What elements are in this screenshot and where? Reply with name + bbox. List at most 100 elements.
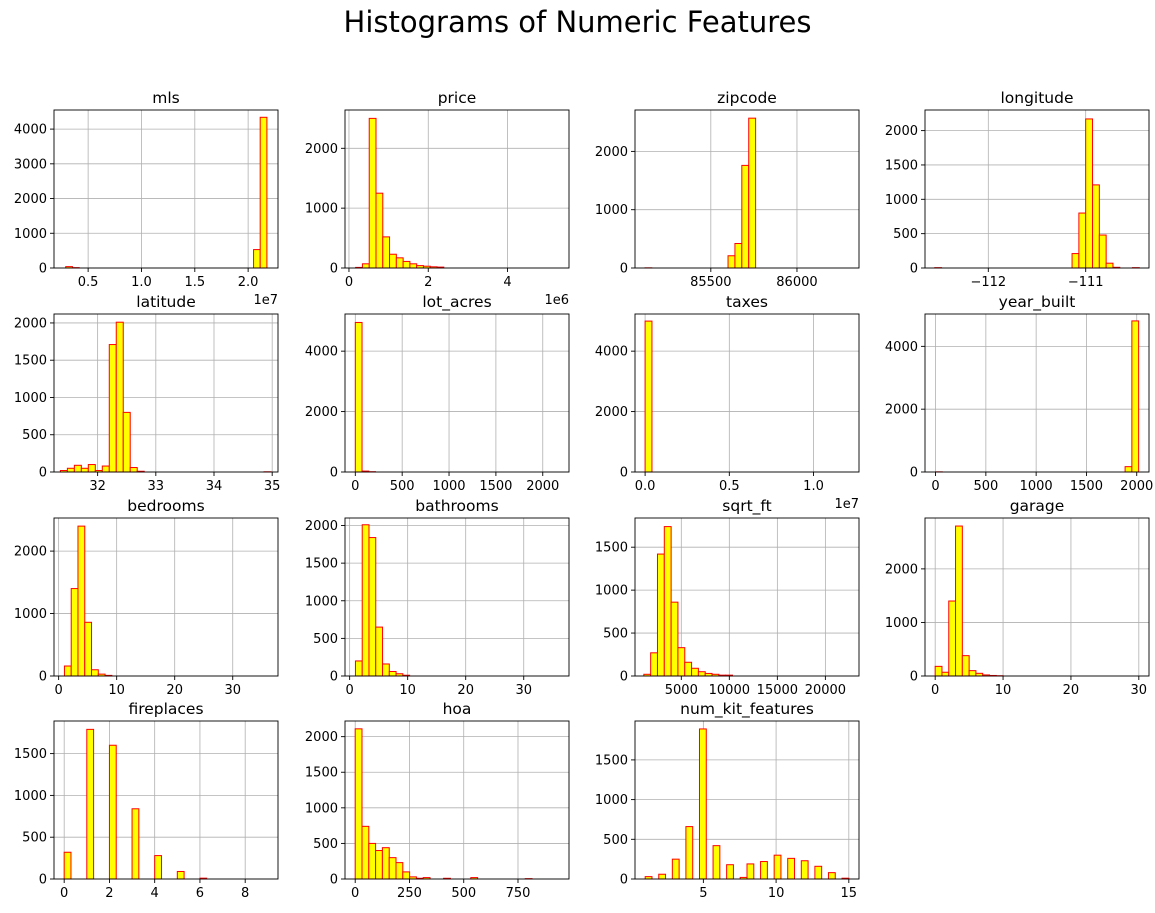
subplot-latitude: 32 33 34 35 0 500 1000 1500 2000 latitude bbox=[14, 293, 281, 494]
histogram-bar bbox=[934, 665, 943, 677]
histogram-bar bbox=[368, 117, 377, 269]
axes-frame bbox=[344, 720, 570, 880]
x-tick-label: 8 bbox=[241, 886, 249, 901]
x-tick-label: 1500 bbox=[1070, 479, 1103, 494]
y-tick-label: 0 bbox=[39, 466, 47, 481]
subplot-mls: 0.5 1.0 1.5 2.0 0 1000 2000 3000 4000 mls 1e7 bbox=[14, 89, 279, 308]
histogram-bar bbox=[253, 249, 261, 269]
y-tick-label: 1500 bbox=[595, 541, 628, 556]
subplot-title: bedrooms bbox=[127, 497, 204, 515]
y-tick-label: 1000 bbox=[595, 793, 628, 808]
histogram-bar bbox=[354, 321, 363, 473]
histogram-bar bbox=[773, 854, 782, 880]
histogram-bar bbox=[395, 862, 404, 880]
axes-frame bbox=[924, 517, 1150, 677]
subplot-title: price bbox=[438, 89, 477, 107]
y-tick-label: 0 bbox=[330, 670, 338, 685]
histogram-bar bbox=[77, 525, 86, 677]
histogram-bar bbox=[108, 344, 117, 473]
histogram-bar bbox=[115, 321, 124, 473]
subplot-title: latitude bbox=[136, 293, 195, 311]
histogram-bar bbox=[389, 253, 397, 269]
x-tick-label: 750 bbox=[506, 886, 531, 901]
x-tick-label: 20 bbox=[166, 683, 183, 698]
histogram-bar bbox=[409, 263, 418, 269]
histogram-bar bbox=[698, 728, 707, 880]
y-tick-label: 500 bbox=[603, 833, 628, 848]
subplot-title: num_kit_features bbox=[680, 700, 814, 719]
figure-title: Histograms of Numeric Features bbox=[343, 5, 812, 39]
histogram-bar bbox=[86, 728, 95, 880]
subplot-title: lot_acres bbox=[422, 293, 491, 312]
histogram-bar bbox=[760, 861, 768, 880]
histogram-bar bbox=[63, 665, 72, 677]
histogram-bar bbox=[663, 526, 672, 677]
y-tick-label: 2000 bbox=[595, 405, 628, 420]
x-tick-label: 10 bbox=[995, 683, 1012, 698]
y-tick-label: 2000 bbox=[14, 316, 47, 331]
x-tick-label: 4 bbox=[503, 275, 511, 290]
x-tick-label: 30 bbox=[224, 683, 241, 698]
histogram-bar bbox=[176, 870, 185, 880]
y-tick-label: 1500 bbox=[305, 766, 338, 781]
subplot-sqrt_ft: 5000 10000 15000 20000 0 500 1000 1500 sqrt_ft bbox=[595, 497, 860, 698]
y-tick-label: 1500 bbox=[885, 158, 918, 173]
histogram-bar bbox=[734, 243, 743, 269]
histogram-bar bbox=[677, 647, 686, 677]
x-tick-label: 10 bbox=[768, 886, 785, 901]
histogram-bar bbox=[827, 872, 836, 880]
axes-frame bbox=[344, 109, 570, 269]
subplot-title: year_built bbox=[999, 293, 1076, 312]
y-tick-label: 0 bbox=[620, 262, 628, 277]
histogram-bar bbox=[656, 553, 665, 677]
histogram-bar bbox=[80, 467, 89, 473]
x-tick-label: 4 bbox=[151, 886, 159, 901]
histogram-bar bbox=[66, 467, 75, 473]
x-tick-label: 0.5 bbox=[719, 479, 740, 494]
y-tick-label: 0 bbox=[39, 873, 47, 888]
y-tick-label: 1000 bbox=[595, 203, 628, 218]
y-tick-label: 2000 bbox=[885, 562, 918, 577]
histogram-bar bbox=[787, 857, 796, 880]
y-tick-label: 2000 bbox=[14, 192, 47, 207]
x-tick-label: 1.0 bbox=[803, 479, 824, 494]
histogram-bar bbox=[1071, 253, 1080, 269]
x-tick-label: 10 bbox=[399, 683, 416, 698]
x-tick-label: 20 bbox=[457, 683, 474, 698]
histogram-bar bbox=[800, 860, 809, 880]
subplot-title: taxes bbox=[726, 293, 768, 311]
x-tick-label: 250 bbox=[397, 886, 422, 901]
y-tick-label: 0 bbox=[330, 873, 338, 888]
histogram-bar bbox=[955, 525, 963, 677]
x-tick-label: 0 bbox=[351, 479, 359, 494]
histogram-bar bbox=[361, 825, 370, 880]
histogram-bar bbox=[382, 236, 391, 269]
x-tick-label: −112 bbox=[970, 275, 1006, 290]
x-tick-label: 33 bbox=[148, 479, 165, 494]
x-tick-label: 10000 bbox=[709, 683, 750, 698]
x-tick-label: 1.5 bbox=[184, 275, 205, 290]
histogram-bar bbox=[402, 260, 411, 269]
subplot-title: mls bbox=[152, 89, 179, 107]
y-tick-label: 0 bbox=[910, 466, 918, 481]
x-tick-label: 2000 bbox=[1120, 479, 1153, 494]
y-tick-label: 4000 bbox=[305, 345, 338, 360]
subplot-title: fireplaces bbox=[128, 700, 203, 718]
x-tick-label: 85500 bbox=[690, 275, 731, 290]
subplot-bathrooms: 0 10 20 30 0 500 1000 1500 2000 bathrooms bbox=[305, 497, 570, 698]
y-tick-label: 2000 bbox=[14, 545, 47, 560]
x-tick-label: 15 bbox=[841, 886, 858, 901]
x-tick-label: 0 bbox=[60, 886, 68, 901]
histogram-bar bbox=[1131, 320, 1140, 473]
axes-frame bbox=[53, 517, 279, 677]
histogram-bar bbox=[691, 667, 699, 677]
histogram-bar bbox=[361, 263, 370, 269]
x-tick-label: 30 bbox=[515, 683, 532, 698]
histogram-bar bbox=[727, 255, 736, 269]
y-tick-label: 1000 bbox=[305, 801, 338, 816]
x-tick-label: 500 bbox=[390, 479, 415, 494]
x-offset-text: 1e7 bbox=[253, 293, 278, 308]
histogram-bar bbox=[129, 467, 138, 473]
subplot-zipcode: 85500 86000 0 1000 2000 zipcode bbox=[595, 89, 860, 290]
histogram-bar bbox=[671, 858, 680, 880]
